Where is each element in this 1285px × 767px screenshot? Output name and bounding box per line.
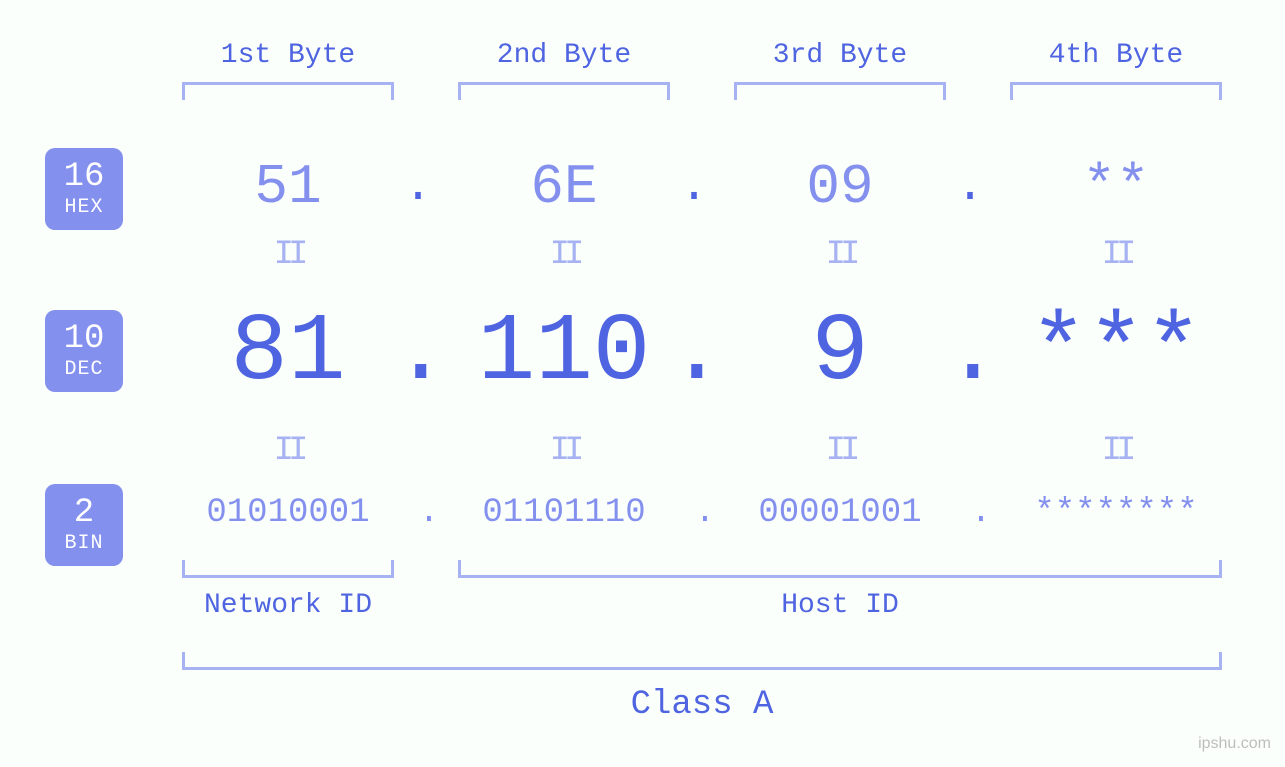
hex-dot-1: . <box>403 160 433 214</box>
byte-header-4: 4th Byte <box>1006 40 1226 71</box>
network-id-label: Network ID <box>178 590 398 621</box>
class-bracket <box>182 652 1222 670</box>
equals-2-4: II <box>1086 432 1146 470</box>
equals-1-1: II <box>258 236 318 274</box>
dec-byte-3: 9 <box>710 298 970 407</box>
badge-hex-base: 16 <box>45 160 123 196</box>
badge-bin: 2 BIN <box>45 484 123 566</box>
equals-2-2: II <box>534 432 594 470</box>
watermark: ipshu.com <box>1198 735 1271 753</box>
bin-byte-3: 00001001 <box>710 494 970 532</box>
hex-byte-2: 6E <box>454 155 674 219</box>
badge-bin-base: 2 <box>45 496 123 532</box>
top-bracket-3 <box>734 82 946 100</box>
bin-byte-1: 01010001 <box>158 494 418 532</box>
top-bracket-4 <box>1010 82 1222 100</box>
bin-byte-2: 01101110 <box>434 494 694 532</box>
bin-byte-4: ******** <box>986 494 1246 532</box>
dec-dot-1: . <box>392 298 432 407</box>
byte-header-1: 1st Byte <box>178 40 398 71</box>
host-id-bracket <box>458 560 1222 578</box>
hex-byte-4: ** <box>1006 155 1226 219</box>
badge-dec: 10 DEC <box>45 310 123 392</box>
equals-2-3: II <box>810 432 870 470</box>
badge-hex-label: HEX <box>45 197 123 218</box>
hex-dot-3: . <box>955 160 985 214</box>
hex-byte-1: 51 <box>178 155 398 219</box>
hex-dot-2: . <box>679 160 709 214</box>
equals-1-2: II <box>534 236 594 274</box>
top-bracket-2 <box>458 82 670 100</box>
class-label: Class A <box>182 686 1222 724</box>
badge-dec-label: DEC <box>45 359 123 380</box>
badge-bin-label: BIN <box>45 533 123 554</box>
badge-hex: 16 HEX <box>45 148 123 230</box>
byte-header-3: 3rd Byte <box>730 40 950 71</box>
byte-header-2: 2nd Byte <box>454 40 674 71</box>
equals-1-4: II <box>1086 236 1146 274</box>
network-id-bracket <box>182 560 394 578</box>
equals-2-1: II <box>258 432 318 470</box>
dec-dot-3: . <box>944 298 984 407</box>
badge-dec-base: 10 <box>45 322 123 358</box>
hex-byte-3: 09 <box>730 155 950 219</box>
top-bracket-1 <box>182 82 394 100</box>
dec-byte-2: 110 <box>434 298 694 407</box>
ip-diagram: 1st Byte 2nd Byte 3rd Byte 4th Byte 16 H… <box>0 0 1285 767</box>
equals-1-3: II <box>810 236 870 274</box>
host-id-label: Host ID <box>458 590 1222 621</box>
dec-dot-2: . <box>668 298 708 407</box>
dec-byte-1: 81 <box>158 298 418 407</box>
dec-byte-4: *** <box>986 298 1246 407</box>
